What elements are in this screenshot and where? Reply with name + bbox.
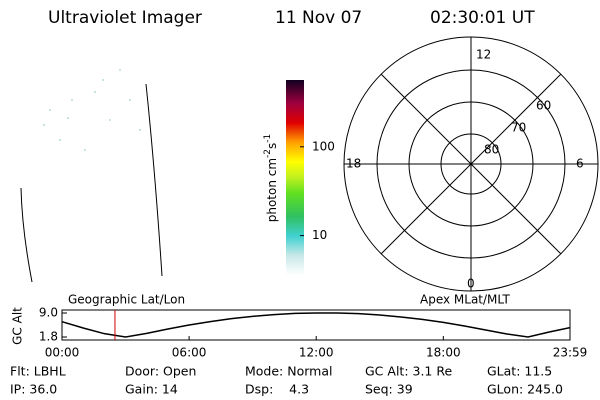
status-field: Mode: Normal [245, 364, 332, 379]
colorbar-tick-label: 100 [312, 139, 335, 153]
x-tick-label: 18:00 [426, 346, 461, 360]
mlt-label: 0 [467, 277, 475, 291]
y-tick-label: 1.8 [39, 330, 58, 344]
panel-title: Geographic Lat/Lon [68, 293, 185, 307]
status-field: Gain: 14 [125, 382, 178, 397]
lat-label: 60 [536, 99, 551, 113]
x-tick-label: 06:00 [172, 346, 207, 360]
x-tick-label: 12:00 [299, 346, 334, 360]
title: Ultraviolet Imager [48, 8, 202, 28]
mlt-label: 12 [476, 48, 491, 62]
panel-title: Apex MLat/MLT [420, 293, 510, 307]
image-panel [20, 69, 163, 283]
date: 11 Nov 07 [275, 8, 362, 28]
colorbar [286, 80, 304, 275]
time: 02:30:01 UT [430, 8, 535, 28]
status-field: Seq: 39 [365, 382, 413, 397]
x-tick-label: 23:59 [553, 346, 588, 360]
lat-label: 70 [511, 121, 526, 135]
altitude-line [61, 312, 571, 338]
status-field: Dsp: 4.3 [245, 382, 309, 397]
status-field: GLon: 245.0 [487, 382, 563, 397]
status-field: Flt: LBHL [10, 364, 66, 379]
status-field: IP: 36.0 [10, 382, 57, 397]
polar-grid [343, 36, 599, 292]
status-field: GLat: 11.5 [487, 364, 552, 379]
status-field: Door: Open [125, 364, 196, 379]
y-axis-label: GC Alt [11, 307, 25, 345]
lat-label: 80 [484, 143, 499, 157]
x-tick-label: 00:00 [45, 346, 80, 360]
colorbar-label: photon cm-2s-1 [263, 134, 279, 223]
mlt-label: 6 [576, 157, 584, 171]
y-tick-label: 9.0 [39, 306, 58, 320]
mlt-label: 18 [346, 157, 361, 171]
colorbar-tick-label: 10 [312, 228, 327, 242]
status-field: GC Alt: 3.1 Re [365, 364, 452, 379]
